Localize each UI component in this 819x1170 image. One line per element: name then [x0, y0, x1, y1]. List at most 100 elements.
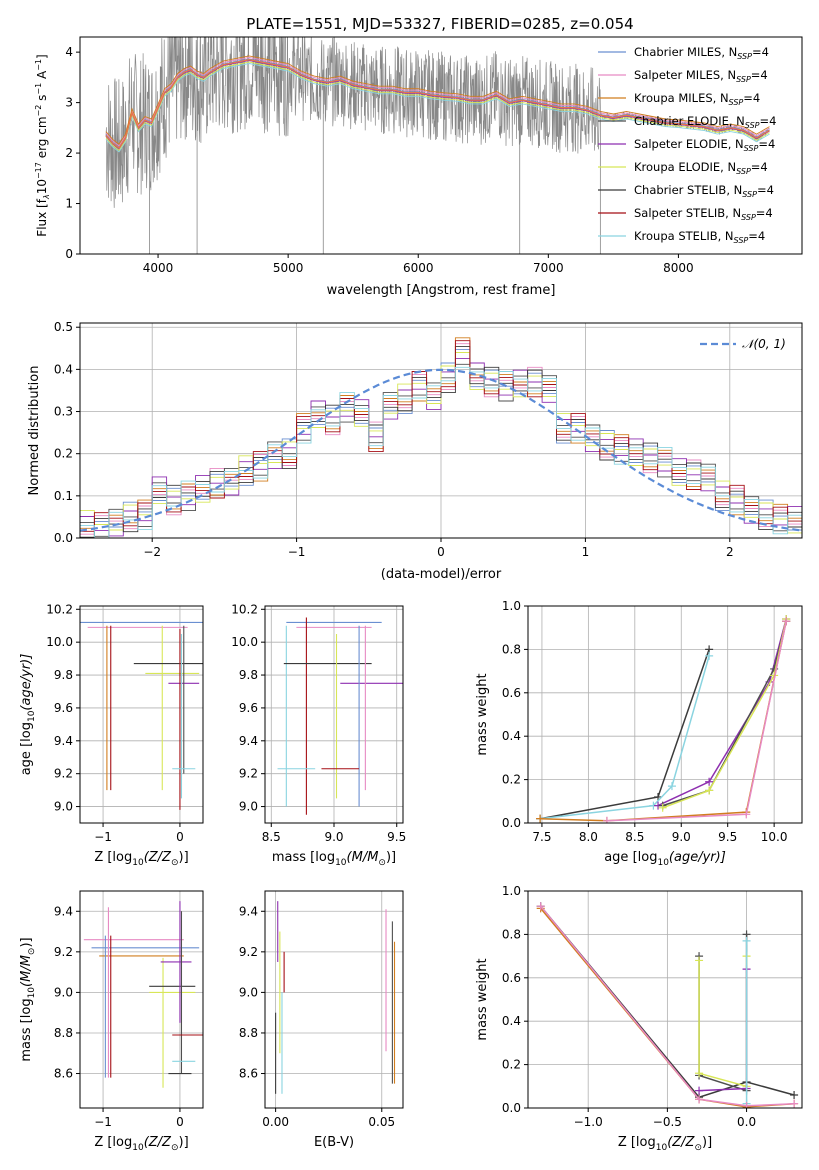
series-marker — [667, 782, 676, 791]
y-tick-label: 0.2 — [502, 1058, 521, 1072]
plot-area — [277, 617, 403, 815]
y-tick-label: 9.4 — [54, 734, 73, 748]
plot-area — [105, 37, 770, 254]
x-tick-label: −1 — [288, 545, 306, 559]
x-tick-label: 0 — [176, 1115, 184, 1129]
residual-histogram — [80, 346, 802, 538]
x-tick-label: 0.05 — [368, 1115, 395, 1129]
series-line — [698, 934, 748, 1092]
x-tick-label: 0 — [176, 830, 184, 844]
series-line — [657, 618, 787, 807]
y-tick-label: 0.3 — [54, 405, 73, 419]
y-tick-label: 0.6 — [502, 686, 521, 700]
series-marker — [790, 1090, 799, 1099]
x-tick-label: −2 — [143, 545, 161, 559]
axes-frame — [264, 890, 404, 1109]
axes-frame — [79, 890, 204, 1109]
x-axis-label: Z [log10(Z/Z⊙)] — [94, 1135, 188, 1153]
mass-weight-series — [654, 615, 791, 810]
y-tick-label: 9.2 — [239, 945, 258, 959]
residual-histogram — [80, 340, 802, 538]
legend-entry: Kroupa MILES, NSSP=4 — [598, 91, 760, 107]
series-marker — [695, 1086, 704, 1095]
series-marker — [536, 814, 545, 823]
observed-spectrum — [105, 37, 770, 208]
series-line — [540, 905, 795, 1107]
x-axis-label: Z [log10(Z/Z⊙)] — [618, 1135, 712, 1153]
y-tick-label: 0.4 — [54, 362, 73, 376]
y-tick-label: 10.2 — [231, 602, 258, 616]
series-marker — [695, 1069, 704, 1078]
x-tick-label: 2 — [726, 545, 734, 559]
y-tick-label: 8.6 — [54, 1067, 73, 1081]
series-marker — [695, 956, 704, 965]
plot-area — [80, 337, 802, 538]
legend-entry: Kroupa STELIB, NSSP=4 — [598, 229, 765, 245]
x-axis-label: mass [log10(M/M⊙)] — [272, 850, 396, 868]
y-tick-label: 0.0 — [54, 531, 73, 545]
legend: 𝒩(0, 1) — [700, 337, 786, 351]
y-tick-label: 0.2 — [502, 773, 521, 787]
y-tick-label: 0.5 — [54, 320, 73, 334]
plot-area — [275, 901, 396, 1094]
legend-entry: Salpeter ELODIE, NSSP=4 — [598, 137, 775, 153]
series-marker — [705, 651, 714, 660]
y-tick-label: 10.2 — [46, 602, 73, 616]
spectrum-panel: 4000 5000 6000 7000 8000 0 1 2 3 4 wavelength [Ang… — [34, 36, 803, 298]
y-tick-label: 9.8 — [54, 668, 73, 682]
x-tick-label: 6000 — [403, 261, 434, 275]
plot-area — [80, 621, 203, 810]
mass-weight-series — [536, 617, 791, 823]
legend-label: Chabrier MILES, NSSP=4 — [634, 45, 769, 61]
y-tick-label: 0.8 — [502, 642, 521, 656]
y-tick-label: 0.1 — [54, 489, 73, 503]
residual-histogram — [80, 352, 802, 538]
y-tick-label: 0.8 — [502, 927, 521, 941]
legend-label: Chabrier STELIB, NSSP=4 — [634, 183, 774, 199]
y-tick-label: 9.2 — [54, 945, 73, 959]
x-tick-label: −1 — [94, 1115, 112, 1129]
residuals-panel: −2 −1 0 1 2 0.0 0.1 0.2 0.3 0.4 0.5 (data-model)/er… — [27, 320, 803, 582]
mass-vs-metallicity-panel: −1 0 8.6 8.8 9.0 9.2 9.4 Z [log10(Z/Z⊙)] mass [l… — [19, 890, 204, 1153]
x-tick-label: 9.0 — [672, 830, 691, 844]
mass-weight-series — [658, 617, 791, 810]
x-tick-label: 9.5 — [387, 830, 406, 844]
mass-weight-series — [536, 902, 799, 1108]
x-axis-label: wavelength [Angstrom, rest frame] — [327, 283, 556, 298]
series-marker — [705, 777, 714, 786]
x-tick-label: −1 — [94, 830, 112, 844]
x-axis-label: (data-model)/error — [381, 567, 502, 582]
x-tick-label: 8.5 — [625, 830, 644, 844]
grid — [265, 891, 403, 1108]
x-tick-label: 7.5 — [532, 830, 551, 844]
mass-weight-series — [695, 930, 751, 1095]
grid — [80, 323, 802, 539]
series-marker — [536, 902, 545, 911]
y-tick-label: 0 — [65, 247, 73, 261]
y-tick-label: 9.0 — [239, 800, 258, 814]
legend-label: Kroupa MILES, NSSP=4 — [634, 91, 760, 107]
mass-weight-series — [658, 615, 791, 812]
massweight-vs-metallicity-panel: −1.0 −0.5 0.0 0.0 0.2 0.4 0.6 0.8 1.0 Z [log10(Z/… — [475, 884, 803, 1153]
plot-area — [536, 902, 799, 1108]
x-tick-label: 0.00 — [262, 1115, 289, 1129]
x-axis-label: E(B-V) — [314, 1135, 354, 1150]
y-tick-label: 9.0 — [54, 985, 73, 999]
model-fit-line — [105, 63, 770, 153]
series-line — [699, 969, 748, 1092]
y-axis-label: mass [log10(M/M⊙)] — [19, 937, 37, 1061]
x-tick-label: 1 — [582, 545, 590, 559]
y-tick-label: 0.4 — [502, 1014, 521, 1028]
y-tick-label: 9.2 — [54, 767, 73, 781]
series-line — [540, 621, 787, 822]
y-tick-label: 2 — [65, 146, 73, 160]
y-tick-label: 0.6 — [502, 971, 521, 985]
legend-label: Salpeter ELODIE, NSSP=4 — [634, 137, 775, 153]
y-tick-label: 0.2 — [54, 447, 73, 461]
x-axis-label: age [log10(age/yr)] — [604, 850, 726, 868]
x-tick-label: −1.0 — [574, 1115, 603, 1129]
x-tick-label: 7000 — [533, 261, 564, 275]
y-tick-label: 9.6 — [239, 701, 258, 715]
model-fit-line — [105, 56, 770, 147]
model-fits — [105, 55, 770, 153]
